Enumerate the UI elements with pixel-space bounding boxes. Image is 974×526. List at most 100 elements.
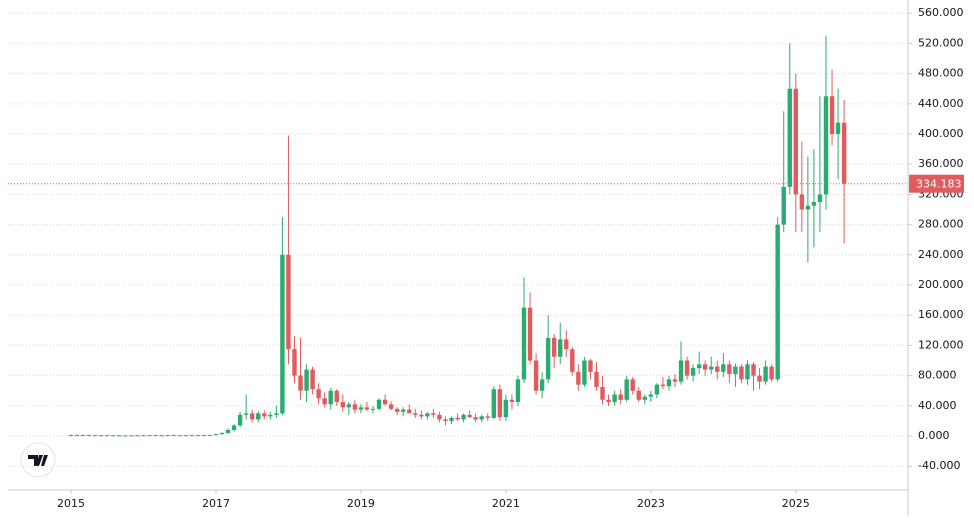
candle-body	[721, 364, 726, 372]
candle-body	[515, 379, 521, 403]
candle-body	[111, 435, 116, 437]
candle-body	[237, 414, 243, 426]
y-tick-label: 360.000	[918, 157, 964, 170]
candle-body	[594, 371, 599, 387]
candle-body	[213, 434, 219, 436]
x-tick-label: 2017	[202, 497, 230, 510]
candle-body	[382, 399, 388, 405]
y-tick-label: 0.000	[918, 429, 950, 442]
candle-body	[582, 360, 587, 385]
candle-body	[322, 398, 327, 405]
y-tick-label: 560.000	[918, 6, 964, 19]
candle-body	[171, 435, 176, 437]
candle-body	[316, 389, 321, 399]
candle-body	[461, 414, 466, 420]
candle-body	[763, 366, 768, 382]
candle-body	[225, 429, 231, 433]
candle-body	[346, 404, 352, 408]
candle-body	[799, 194, 805, 210]
candle-body	[690, 368, 696, 376]
candle-body	[733, 366, 738, 375]
candle-body	[334, 390, 339, 403]
y-tick-label: 200.000	[918, 278, 964, 291]
candle-body	[413, 413, 418, 415]
candle-body	[606, 399, 611, 403]
candle-body	[666, 379, 672, 387]
candle-body	[425, 413, 430, 417]
candle-body	[811, 201, 817, 206]
candle-body	[485, 416, 490, 418]
candle-body	[660, 384, 666, 387]
candle-body	[527, 307, 533, 361]
candle-body	[781, 186, 786, 225]
candle-body	[328, 390, 333, 405]
candle-body	[648, 394, 654, 397]
tradingview-logo	[20, 442, 56, 478]
candle-body	[703, 364, 708, 370]
candle-body	[751, 364, 756, 376]
last-price-label: 334.183	[916, 178, 962, 191]
candle-body	[86, 435, 92, 437]
candle-body	[696, 364, 702, 369]
candle-body	[352, 404, 358, 410]
candle-body	[177, 435, 182, 437]
candle-body	[558, 339, 563, 357]
candle-body	[153, 435, 158, 437]
candle-body	[99, 435, 104, 437]
candle-body	[370, 408, 376, 410]
candle-body	[570, 349, 575, 372]
candle-body	[829, 96, 835, 135]
candle-body	[817, 194, 823, 202]
x-tick-label: 2019	[347, 497, 375, 510]
candle-body	[159, 435, 164, 437]
candle-body	[678, 360, 684, 382]
y-tick-label: 280.000	[918, 218, 964, 231]
candle-body	[823, 96, 829, 195]
candle-body	[304, 369, 309, 391]
candle-body	[340, 402, 345, 408]
candle-body	[473, 417, 478, 420]
candle-body	[503, 399, 509, 418]
candle-body	[612, 394, 617, 403]
candle-body	[147, 435, 152, 437]
candle-body	[74, 435, 80, 437]
x-tick-label: 2021	[492, 497, 520, 510]
candle-body	[129, 435, 134, 437]
candle-body	[600, 386, 605, 400]
candle-body	[123, 435, 128, 437]
candle-body	[545, 337, 551, 380]
candle-body	[684, 360, 690, 376]
candle-body	[835, 122, 841, 135]
x-tick-label: 2015	[57, 497, 85, 510]
candle-body	[183, 435, 188, 437]
candle-body	[787, 88, 792, 187]
candle-body	[364, 407, 370, 410]
last-price-tag	[909, 174, 964, 193]
candle-body	[189, 435, 194, 437]
y-tick-label: 120.000	[918, 338, 964, 351]
y-tick-label: -40.000	[918, 459, 960, 472]
candle-body	[280, 254, 285, 414]
candle-body	[195, 435, 201, 437]
candle-body	[642, 396, 647, 400]
x-tick-label: 2025	[782, 497, 810, 510]
candle-body	[250, 413, 255, 420]
candle-body	[672, 379, 678, 382]
candle-body	[231, 425, 237, 430]
candle-body	[292, 349, 297, 376]
candle-body	[274, 413, 279, 415]
candle-body	[419, 414, 424, 417]
candle-body	[533, 360, 539, 391]
y-tick-label: 80.000	[918, 369, 957, 382]
candle-body	[117, 435, 122, 437]
candle-body	[521, 307, 527, 380]
candle-body	[394, 408, 400, 412]
y-tick-label: 40.000	[918, 399, 957, 412]
candle-body	[80, 435, 86, 437]
candle-body	[491, 389, 496, 418]
candle-body	[407, 409, 412, 414]
y-tick-label: 520.000	[918, 36, 964, 49]
candle-body	[805, 205, 811, 210]
candle-body	[201, 435, 207, 437]
